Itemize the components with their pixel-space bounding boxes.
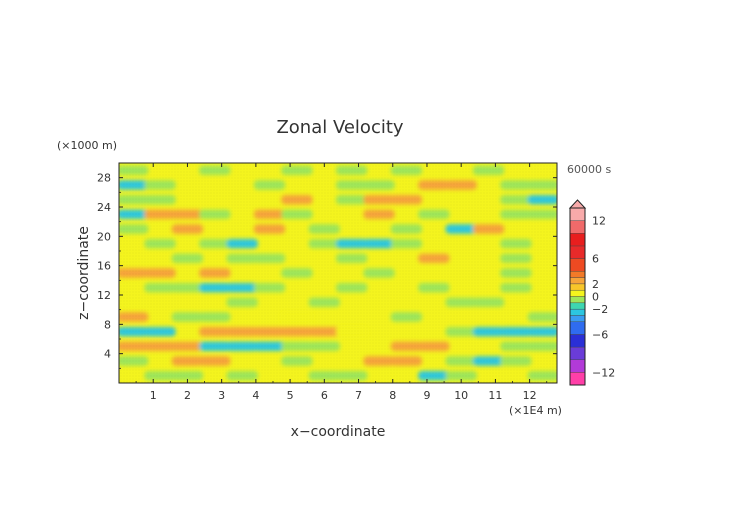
colorbar-level	[569, 321, 586, 335]
y-unit-label: (×1000 m)	[57, 139, 117, 152]
y-tick-label: 16	[97, 260, 111, 273]
colorbar-level	[569, 372, 586, 386]
x-tick-label: 11	[488, 389, 502, 402]
time-label: 60000 s	[567, 163, 611, 176]
colorbar-level	[569, 258, 586, 272]
x-tick-label: 1	[150, 389, 157, 402]
y-tick-label: 8	[104, 318, 111, 331]
colorbar-level	[569, 289, 586, 297]
x-axis-label: x−coordinate	[291, 424, 386, 440]
y-tick-label: 12	[97, 289, 111, 302]
colorbar-tick-label: −6	[592, 328, 608, 341]
heatmap-stipple	[119, 163, 557, 383]
x-tick-label: 5	[287, 389, 294, 402]
colorbar-level	[569, 283, 586, 291]
colorbar-tick-label: 2	[592, 278, 599, 291]
x-tick-label: 10	[454, 389, 468, 402]
colorbar-level	[569, 302, 586, 310]
x-tick-label: 3	[218, 389, 225, 402]
colorbar-level	[569, 220, 586, 234]
x-tick-label: 4	[252, 389, 259, 402]
colorbar-tick-label: −2	[592, 303, 608, 316]
colorbar-level	[569, 346, 586, 360]
colorbar-level	[569, 296, 586, 304]
plot-frame	[118, 162, 558, 384]
colorbar-level	[569, 277, 586, 285]
colorbar-tick-label: 0	[592, 291, 599, 304]
x-tick-label: 7	[355, 389, 362, 402]
colorbar-tick-label: 12	[592, 215, 606, 228]
y-tick-label: 24	[97, 201, 111, 214]
x-tick-label: 2	[184, 389, 191, 402]
colorbar-level	[569, 315, 586, 322]
colorbar-extend-arrow	[568, 199, 587, 209]
y-tick-label: 4	[104, 348, 111, 361]
colorbar-tick-label: −12	[592, 366, 615, 379]
colorbar-level	[569, 233, 586, 247]
y-tick-label: 28	[97, 172, 111, 185]
colorbar-level	[569, 359, 586, 373]
colorbar-level	[569, 245, 586, 259]
x-axis: 1 2 3 4 5 6 7 8 9 10 11 12	[135, 163, 548, 402]
colorbar-level	[569, 271, 586, 278]
y-axis-label: z−coordinate	[76, 226, 92, 320]
x-tick-label: 8	[389, 389, 396, 402]
colorbar-level	[569, 308, 586, 316]
colorbar: 12 6 20−2 −6 −12	[568, 199, 615, 386]
x-tick-label: 9	[423, 389, 430, 402]
x-unit-label: (×1E4 m)	[509, 404, 562, 417]
colorbar-tick-label: 6	[592, 253, 599, 266]
y-tick-label: 20	[97, 230, 111, 243]
colorbar-level	[569, 207, 586, 221]
chart-title: Zonal Velocity	[276, 117, 403, 138]
x-tick-label: 6	[321, 389, 328, 402]
x-tick-label: 12	[523, 389, 537, 402]
colorbar-level	[569, 334, 586, 348]
y-axis: 4 8 12 16 20 24 28	[97, 172, 557, 369]
